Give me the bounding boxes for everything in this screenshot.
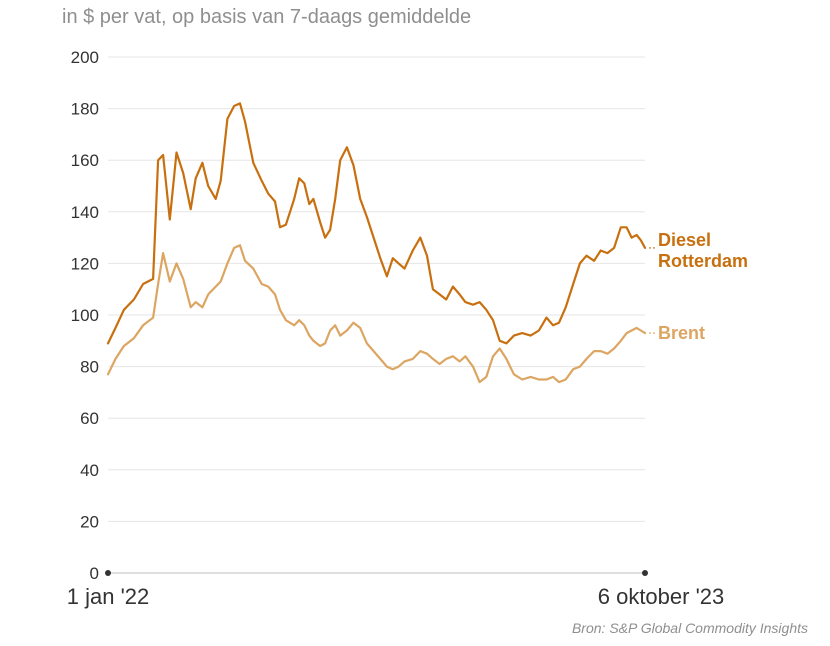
y-tick-label-20: 20: [80, 512, 99, 531]
source-note: Bron: S&P Global Commodity Insights: [571, 620, 808, 636]
series-line-brent: [106, 244, 647, 384]
y-tick-label-140: 140: [71, 203, 99, 222]
y-tick-label-40: 40: [80, 461, 99, 480]
series-label-brent: Brent: [658, 323, 705, 343]
x-axis-start-dot: [105, 570, 111, 576]
x-axis-end-dot: [642, 570, 648, 576]
y-tick-label-180: 180: [71, 100, 99, 119]
chart-subtitle: in $ per vat, op basis van 7-daags gemid…: [62, 6, 472, 28]
y-axis-ticks: 0 20 40 60 80 100 120 140 160 180 200: [71, 48, 99, 583]
series-line-diesel-rotterdam: [106, 102, 647, 345]
y-tick-label-160: 160: [71, 151, 99, 170]
y-tick-label-200: 200: [71, 48, 99, 67]
y-tick-label-60: 60: [80, 409, 99, 428]
series-lines: [106, 102, 647, 384]
series-label-diesel: Diesel: [658, 230, 711, 250]
series-label-rotterdam: Rotterdam: [658, 251, 748, 271]
y-tick-label-80: 80: [80, 358, 99, 377]
gridlines: [108, 56, 645, 522]
y-tick-label-100: 100: [71, 306, 99, 325]
x-axis: 1 jan '22 6 oktober '23: [67, 570, 725, 609]
y-tick-label-120: 120: [71, 254, 99, 273]
y-tick-label-0: 0: [90, 564, 99, 583]
x-tick-label-end: 6 oktober '23: [598, 584, 725, 609]
x-tick-label-start: 1 jan '22: [67, 584, 150, 609]
